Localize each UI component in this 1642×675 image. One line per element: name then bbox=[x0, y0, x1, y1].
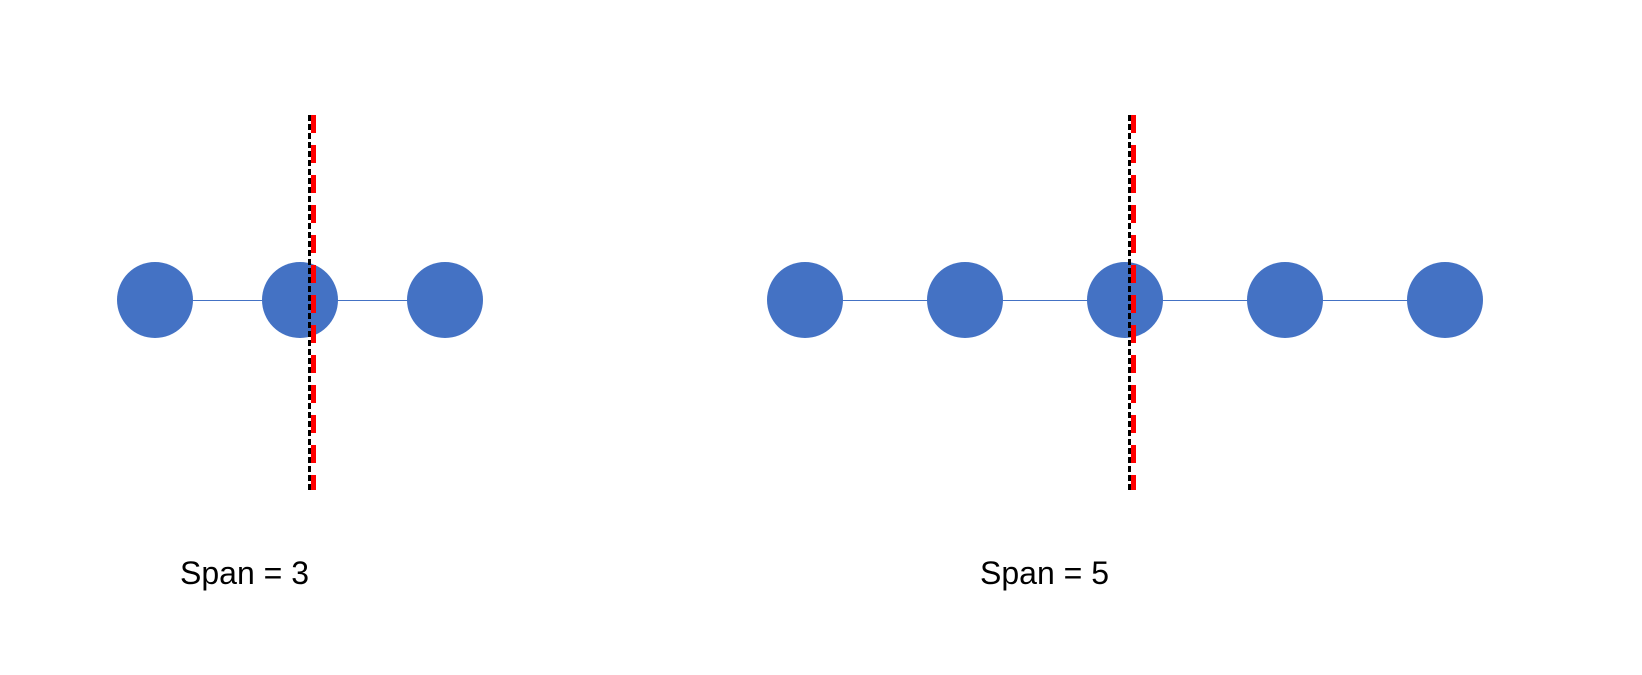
node bbox=[1407, 262, 1483, 338]
center-dashed-line bbox=[1128, 115, 1131, 490]
span-caption: Span = 5 bbox=[980, 555, 1109, 592]
node bbox=[1087, 262, 1163, 338]
node bbox=[1247, 262, 1323, 338]
node bbox=[767, 262, 843, 338]
node bbox=[927, 262, 1003, 338]
node bbox=[262, 262, 338, 338]
node bbox=[117, 262, 193, 338]
span-caption: Span = 3 bbox=[180, 555, 309, 592]
node bbox=[407, 262, 483, 338]
center-dashed-line bbox=[308, 115, 311, 490]
